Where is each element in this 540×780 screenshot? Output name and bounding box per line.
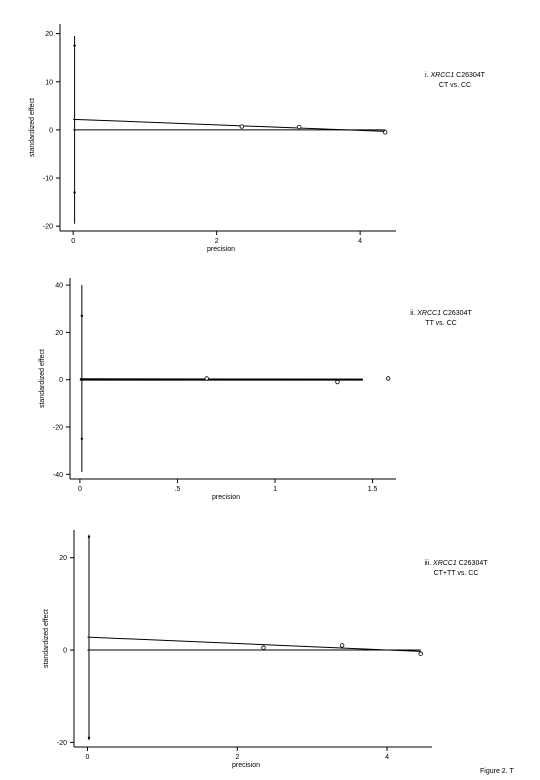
data-point: [239, 124, 244, 129]
panel-annotation-line1: ii. XRCC1 C26304T: [410, 310, 472, 317]
annotation-prefix: iii.: [424, 560, 433, 567]
ci-marker: [80, 437, 84, 440]
panel-annotation-line2: CT+TT vs. CC: [434, 570, 479, 577]
chart-panel-1: 20 10 0 -10 -20 0 2 4 precision standardized effe…: [29, 24, 486, 253]
y-tick-label: 0: [59, 377, 63, 384]
annotation-gene: XRCC1: [429, 72, 454, 79]
y-tick-label: -40: [53, 472, 63, 479]
x-axis-title: precision: [207, 246, 235, 253]
y-axis-title: standardized effect: [43, 609, 50, 668]
figure-caption: Figure 2. T: [480, 768, 514, 775]
annotation-prefix: i.: [425, 72, 430, 79]
x-axis-title: precision: [232, 762, 260, 769]
annotation-variant: C26304T: [441, 310, 472, 317]
y-tick-label: 20: [55, 330, 63, 337]
regression-line: [73, 118, 386, 132]
panel-annotation-line1: iii. XRCC1 C26304T: [424, 560, 488, 567]
y-tick-label: 10: [45, 79, 53, 86]
y-tick-label: -20: [57, 740, 67, 747]
annotation-variant: C26304T: [454, 72, 485, 79]
data-point: [261, 645, 266, 650]
ci-marker: [80, 314, 84, 318]
y-tick-label: -20: [53, 424, 63, 431]
y-tick-label: -20: [43, 224, 53, 231]
y-tick-label: 0: [63, 648, 67, 655]
x-tick-label: 0: [71, 238, 75, 245]
x-tick-label: 1: [273, 486, 277, 493]
x-tick-label: 4: [358, 238, 362, 245]
data-point: [204, 376, 209, 381]
annotation-gene: XRCC1: [416, 310, 441, 317]
x-tick-label: 4: [385, 754, 389, 761]
x-axis-title: precision: [212, 494, 240, 501]
x-tick-label: 0: [86, 754, 90, 761]
y-tick-label: 0: [49, 127, 53, 134]
regression-line: [87, 636, 421, 652]
chart-panel-2: 40 20 0 -20 -40 0 .5 1 1.5 precision standardized …: [39, 278, 472, 501]
y-tick-label: 20: [45, 31, 53, 38]
x-tick-label: 2: [235, 754, 239, 761]
y-tick-label: 20: [59, 555, 67, 562]
data-point: [418, 651, 423, 656]
data-point: [339, 643, 345, 648]
panel-annotation-line1: i. XRCC1 C26304T: [425, 72, 486, 79]
ci-marker: [73, 44, 76, 47]
y-tick-label: 40: [55, 283, 63, 290]
y-axis-title: standardized effect: [39, 349, 46, 408]
ci-marker: [73, 191, 76, 194]
data-point: [335, 379, 340, 385]
x-tick-label: 0: [78, 486, 82, 493]
ci-marker: [87, 736, 91, 739]
data-point: [385, 376, 391, 381]
data-point: [296, 124, 302, 130]
x-tick-label: .5: [175, 486, 181, 493]
data-point: [383, 130, 388, 135]
x-tick-label: 2: [215, 238, 219, 245]
annotation-prefix: ii.: [410, 310, 417, 317]
chart-panel-3: 20 0 -20 0 2 4 precision standardized effect iii…: [43, 530, 488, 769]
annotation-variant: C26304T: [457, 560, 488, 567]
x-tick-label: 1.5: [368, 486, 378, 493]
y-axis-title: standardized effect: [29, 98, 36, 157]
ci-marker: [87, 535, 91, 539]
annotation-gene: XRCC1: [432, 560, 457, 567]
panel-annotation-line2: CT vs. CC: [439, 82, 471, 89]
y-tick-label: -10: [43, 176, 53, 183]
panel-annotation-line2: TT vs. CC: [425, 320, 456, 327]
